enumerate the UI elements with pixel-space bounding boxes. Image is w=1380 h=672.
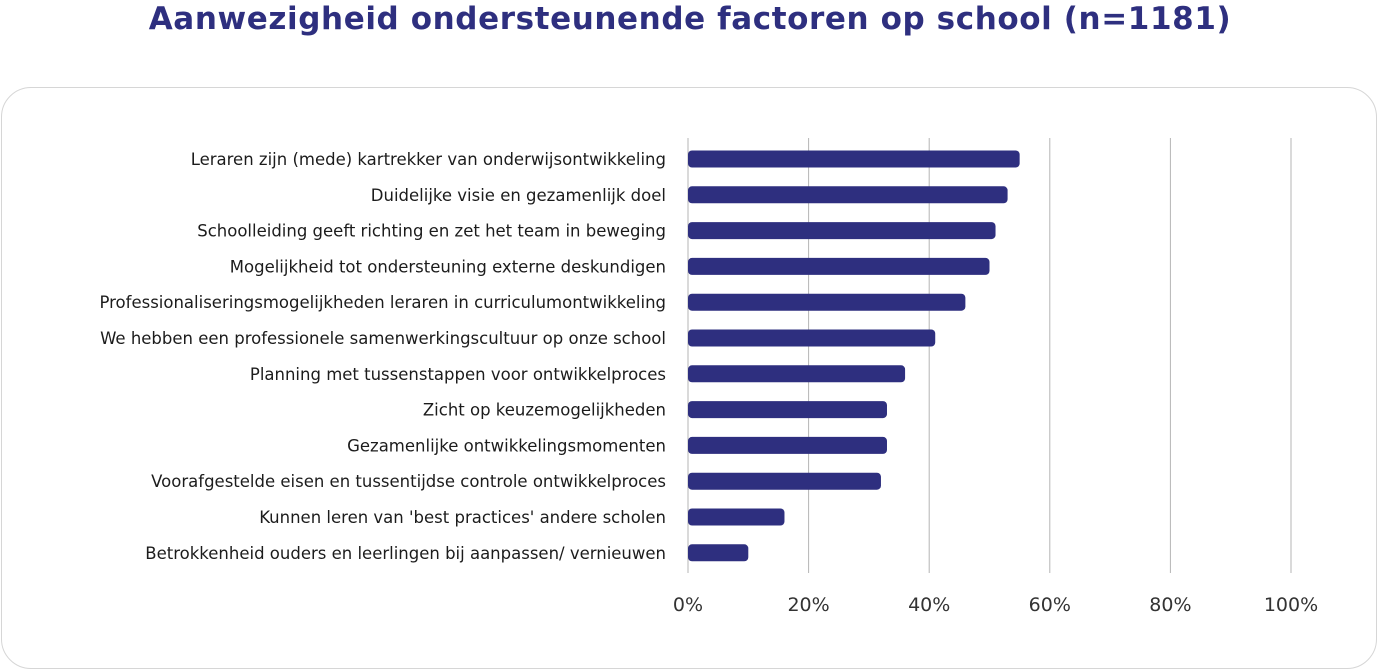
bar xyxy=(688,508,785,526)
bar xyxy=(688,150,1020,168)
category-label: Planning met tussenstappen voor ontwikke… xyxy=(250,365,666,384)
bar xyxy=(688,544,749,562)
category-label: Zicht op keuzemogelijkheden xyxy=(423,401,666,420)
bar xyxy=(688,293,966,311)
chart-title: Aanwezigheid ondersteunende factoren op … xyxy=(148,1,1232,37)
x-tick-label: 20% xyxy=(787,594,829,616)
gridlines xyxy=(687,138,1292,573)
category-label: Leraren zijn (mede) kartrekker van onder… xyxy=(191,150,666,169)
x-tick-label: 0% xyxy=(673,594,703,616)
category-label: Mogelijkheid tot ondersteuning externe d… xyxy=(230,257,666,276)
category-label: We hebben een professionele samenwerking… xyxy=(100,329,666,348)
bar xyxy=(688,222,996,240)
bar xyxy=(688,257,990,275)
category-label: Gezamenlijke ontwikkelingsmomenten xyxy=(347,436,666,455)
bar xyxy=(688,329,936,347)
bars xyxy=(688,150,1020,562)
x-tick-label: 40% xyxy=(908,594,950,616)
bar xyxy=(688,401,887,419)
x-tick-label: 100% xyxy=(1264,594,1318,616)
bar xyxy=(688,365,906,383)
bar xyxy=(688,186,1008,204)
category-label: Professionaliseringsmogelijkheden lerare… xyxy=(99,293,666,312)
x-tick-label: 80% xyxy=(1149,594,1191,616)
category-label: Duidelijke visie en gezamenlijk doel xyxy=(371,186,666,205)
category-label: Kunnen leren van 'best practices' andere… xyxy=(259,508,666,527)
bar xyxy=(688,436,887,454)
category-label: Schoolleiding geeft richting en zet het … xyxy=(197,222,666,241)
category-label: Betrokkenheid ouders en leerlingen bij a… xyxy=(145,544,666,563)
x-axis-tick-labels: 0% 20% 40% 60% 80% 100% xyxy=(673,594,1318,616)
category-label: Voorafgestelde eisen en tussentijdse con… xyxy=(151,472,666,491)
x-tick-label: 60% xyxy=(1029,594,1071,616)
category-labels: Leraren zijn (mede) kartrekker van onder… xyxy=(99,150,666,563)
bar xyxy=(688,472,881,490)
